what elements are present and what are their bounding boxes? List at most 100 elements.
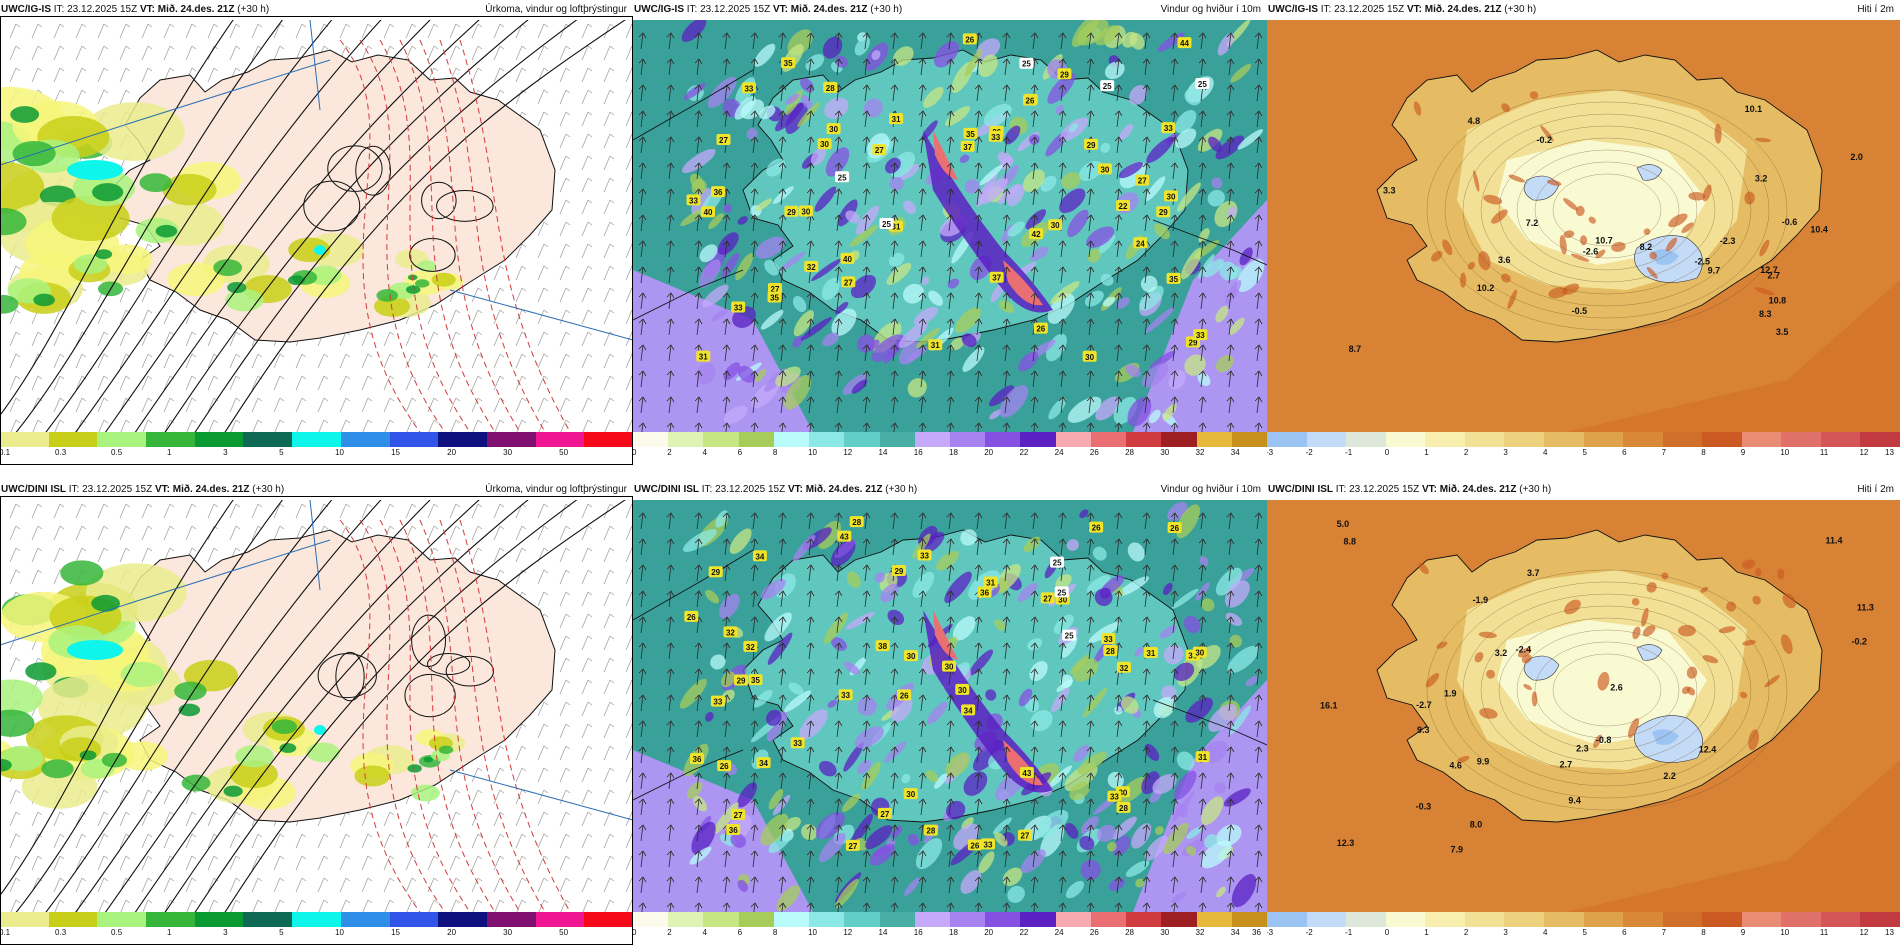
temp-label: 9.4 xyxy=(1568,796,1581,806)
scale-swatch xyxy=(633,912,669,927)
temp-label: 12.3 xyxy=(1337,838,1355,848)
panel-title: Úrkoma, vindur og loftþrýstingur xyxy=(485,4,627,15)
lead-time: (+30 h) xyxy=(1504,4,1537,15)
scale-swatch xyxy=(389,912,439,927)
svg-text:29: 29 xyxy=(787,208,796,217)
temp-label: -2.5 xyxy=(1694,256,1710,266)
temp-label: -0.5 xyxy=(1572,306,1588,316)
svg-text:29: 29 xyxy=(1189,338,1198,347)
gust-label: 36 xyxy=(689,752,704,764)
gust-label: 25 xyxy=(1019,57,1034,69)
temp-label: 4.8 xyxy=(1468,116,1481,126)
color-scale: 0 2 4 6 8 10 12 14 16 18 20 22 24 26 28 30 32 34 xyxy=(633,432,1267,462)
panel-title: Úrkoma, vindur og loftþrýstingur xyxy=(485,484,627,495)
gust-label: 38 xyxy=(875,640,890,652)
init-time: IT: 23.12.2025 15Z xyxy=(701,484,786,495)
scale-tick-label: -1 xyxy=(1345,448,1353,457)
scale-tick-label: -1 xyxy=(1345,928,1353,937)
scale-tick-label: 11 xyxy=(1819,928,1829,937)
gust-label: 33 xyxy=(741,82,756,94)
gust-label: 34 xyxy=(961,704,976,716)
gust-label: 27 xyxy=(1040,592,1055,604)
svg-text:32: 32 xyxy=(1119,664,1128,673)
gust-label: 31 xyxy=(1143,646,1158,658)
gust-label: 33 xyxy=(1193,329,1208,341)
svg-text:27: 27 xyxy=(719,136,728,145)
gust-label: 30 xyxy=(1082,350,1097,362)
gust-label: 32 xyxy=(723,626,738,638)
scale-swatch xyxy=(1346,432,1386,447)
scale-tick-label: 22 xyxy=(1019,928,1029,937)
svg-text:28: 28 xyxy=(1119,804,1128,813)
scale-tick-label: 0.1 xyxy=(0,448,11,457)
svg-text:26: 26 xyxy=(900,691,909,700)
scale-tick-label: 5 xyxy=(279,448,284,457)
gust-label: 33 xyxy=(980,838,995,850)
svg-text:33: 33 xyxy=(689,196,698,205)
svg-text:31: 31 xyxy=(699,353,708,362)
scale-swatch xyxy=(1464,912,1505,927)
scale-tick-label: 1 xyxy=(1424,448,1429,457)
scale-tick-label: 20 xyxy=(984,448,994,457)
init-time: IT: 23.12.2025 15Z xyxy=(68,484,153,495)
scale-tick-label: 14 xyxy=(878,448,888,457)
svg-text:27: 27 xyxy=(880,810,889,819)
gust-label: 29 xyxy=(1084,138,1099,150)
svg-text:24: 24 xyxy=(1136,239,1145,248)
svg-text:27: 27 xyxy=(771,285,780,294)
temp-label: -2.4 xyxy=(1516,644,1532,654)
gust-label: 43 xyxy=(1019,767,1034,779)
scale-swatch xyxy=(738,912,774,927)
svg-text:27: 27 xyxy=(875,146,884,155)
svg-text:30: 30 xyxy=(1167,192,1176,201)
svg-text:26: 26 xyxy=(1092,524,1101,533)
gust-label: 29 xyxy=(1156,206,1171,218)
gust-label: 33 xyxy=(838,689,853,701)
svg-text:37: 37 xyxy=(992,274,1001,283)
temp-label: 1.9 xyxy=(1444,689,1457,699)
scale-swatch xyxy=(1306,432,1347,447)
gust-label: 25 xyxy=(1195,78,1210,90)
svg-text:44: 44 xyxy=(1180,39,1189,48)
scale-tick-label: 8 xyxy=(1701,448,1706,457)
scale-swatch xyxy=(292,912,341,927)
scale-tick-label: 26 xyxy=(1089,928,1099,937)
svg-text:25: 25 xyxy=(1057,588,1066,597)
svg-text:30: 30 xyxy=(1051,221,1060,230)
svg-text:36: 36 xyxy=(729,826,738,835)
scale-tick-label: 0.1 xyxy=(0,928,11,937)
svg-text:31: 31 xyxy=(892,223,901,232)
panel-header: UWC/DINI ISL IT: 23.12.2025 15Z VT: Mið.… xyxy=(633,480,1267,500)
gust-label: 33 xyxy=(731,301,746,313)
scale-tick-label: 4 xyxy=(702,448,707,457)
svg-text:29: 29 xyxy=(1087,141,1096,150)
temp-label: -0.8 xyxy=(1596,735,1612,745)
svg-text:31: 31 xyxy=(1146,649,1155,658)
svg-text:33: 33 xyxy=(991,133,1000,142)
scale-tick-label: 1 xyxy=(167,928,172,937)
gust-label: 32 xyxy=(804,260,819,272)
scale-swatch xyxy=(438,432,487,447)
scale-swatch xyxy=(0,432,49,447)
scale-tick-label: 0.3 xyxy=(55,448,67,457)
temp-label: -1.9 xyxy=(1473,595,1489,605)
scale-swatch xyxy=(1055,432,1091,447)
svg-text:25: 25 xyxy=(1065,632,1074,641)
scale-swatch xyxy=(0,912,49,927)
scale-tick-label: 6 xyxy=(737,928,743,937)
init-time: IT: 23.12.2025 15Z xyxy=(1320,4,1405,15)
svg-text:27: 27 xyxy=(1043,594,1052,603)
gust-label: 34 xyxy=(756,757,771,769)
map-area xyxy=(0,20,633,432)
svg-text:33: 33 xyxy=(1196,331,1205,340)
color-scale: 0.1 0.3 0.5 1 3 5 10 15 20 30 50 xyxy=(0,432,633,462)
scale-swatch xyxy=(146,912,195,927)
gust-label: 27 xyxy=(877,807,892,819)
svg-text:27: 27 xyxy=(844,278,853,287)
scale-swatch xyxy=(389,432,439,447)
scale-swatch xyxy=(1306,912,1347,927)
gust-label: 32 xyxy=(743,640,758,652)
map-svg xyxy=(0,20,633,432)
temp-label: 10.8 xyxy=(1769,295,1787,305)
scale-tick-label: 2 xyxy=(667,448,672,457)
